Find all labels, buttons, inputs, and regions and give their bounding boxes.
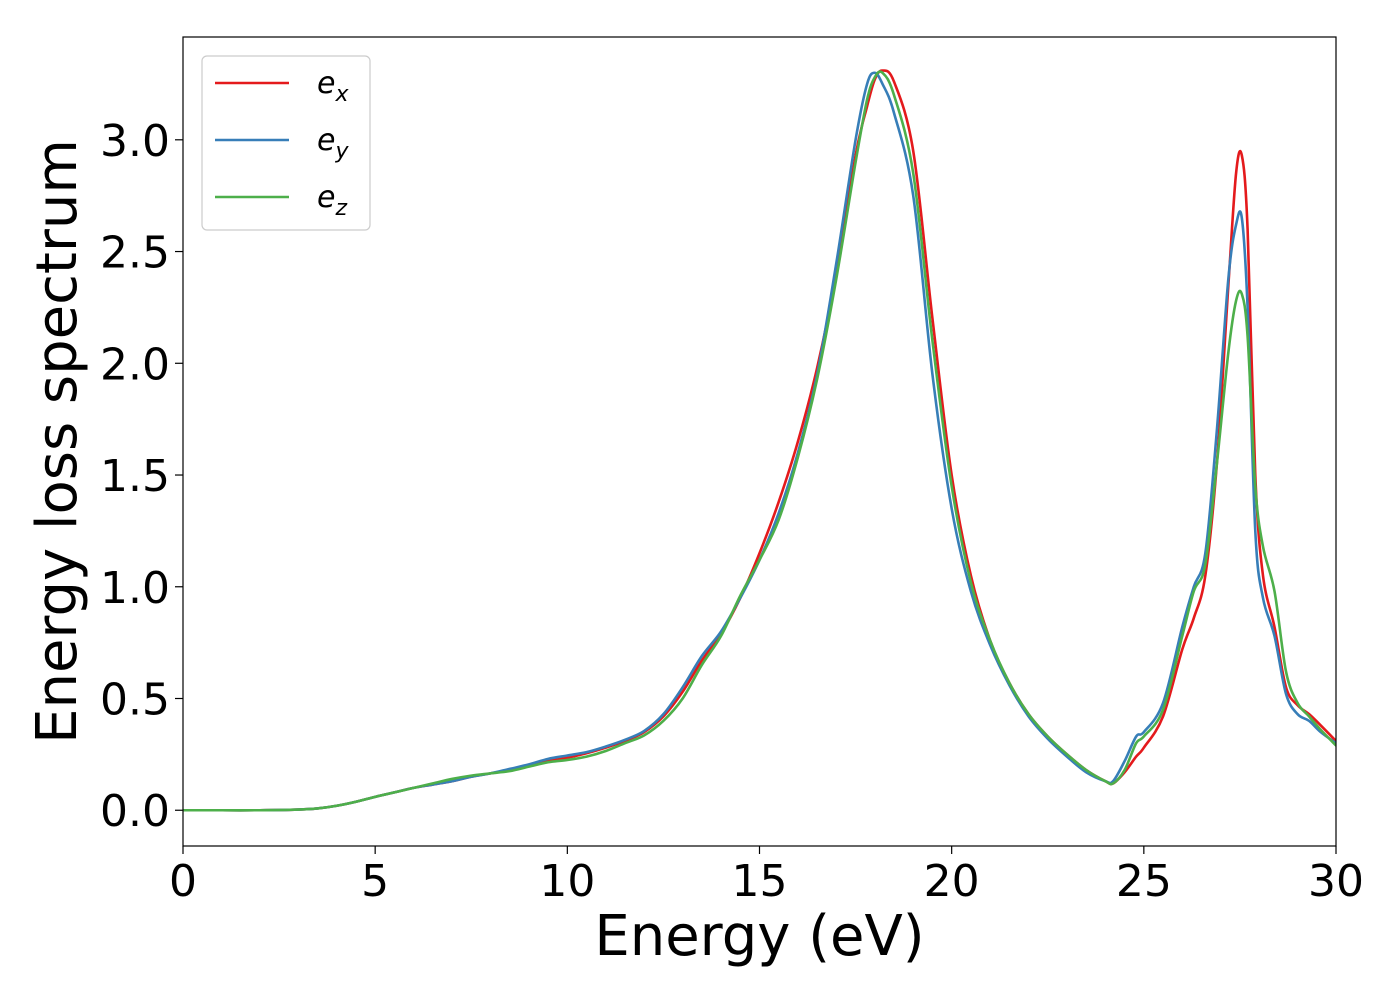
x-axis-title: Energy (eV) [594,904,924,969]
legend-label-base: e [317,66,335,101]
x-tick-label: 30 [1308,856,1364,907]
y-tick-label: 3.0 [100,116,170,167]
legend-label-base: e [317,180,335,215]
x-tick-label: 15 [732,856,788,907]
legend-label-e-y: ey [317,123,349,164]
y-tick-label: 1.5 [100,451,170,502]
y-tick-label: 2.5 [100,228,170,279]
legend-label-e-x: ex [317,66,349,107]
x-tick-label: 5 [361,856,389,907]
x-tick-label: 25 [1116,856,1172,907]
series-line-e-z [183,70,1336,812]
y-tick-label: 1.0 [100,563,170,614]
y-tick-label: 2.0 [100,339,170,390]
y-tick-label: 0.0 [100,786,170,837]
x-tick-label: 0 [169,856,197,907]
y-tick-label: 0.5 [100,675,170,726]
legend-box [201,55,371,231]
x-tick-label: 20 [924,856,980,907]
x-tick-label: 10 [539,856,595,907]
legend-label-subscript: y [334,139,349,164]
series-layer [183,69,1336,812]
legend-label-e-z: ez [317,180,347,221]
ticks-layer: 0 5 10 15 20 25 30 0.0 0.5 1.0 1.5 2.0 2.5 3.0 [100,116,1364,907]
legend-label-subscript: z [334,196,347,221]
y-axis-title: Energy loss spectrum [25,139,90,744]
legend-label-base: e [317,123,335,158]
legend-label-subscript: x [334,82,349,107]
plot-frame [182,36,1337,847]
